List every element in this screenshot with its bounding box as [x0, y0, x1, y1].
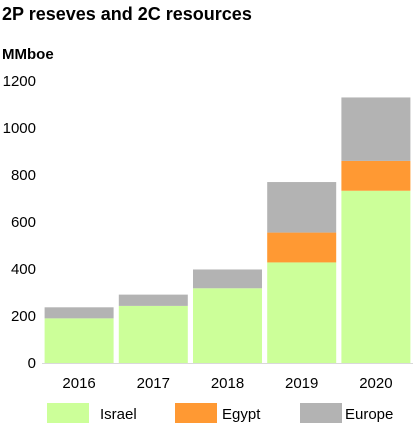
bar-europe-2017: [118, 294, 188, 306]
y-tick-label: 200: [11, 308, 36, 325]
bar-israel-2016: [44, 318, 114, 363]
x-tick-label: 2018: [211, 375, 244, 392]
legend-swatch-israel: [47, 403, 89, 423]
y-tick-label: 800: [11, 167, 36, 184]
bars: [44, 97, 411, 363]
legend-label-europe: Europe: [345, 406, 393, 423]
bar-europe-2018: [192, 269, 263, 289]
x-tick-label: 2020: [359, 375, 392, 392]
x-tick-label: 2017: [137, 375, 170, 392]
bar-israel-2018: [192, 288, 263, 363]
legend-swatch-egypt: [175, 403, 217, 423]
y-axis-unit-label: MMboe: [2, 46, 54, 63]
chart-title: 2P reseves and 2C resources: [2, 4, 252, 24]
bar-israel-2017: [118, 305, 188, 363]
x-axis-ticks: 2016 2017 2018 2019 2020: [62, 375, 392, 392]
bar-israel-2019: [267, 262, 337, 363]
bar-israel-2020: [341, 190, 411, 363]
legend-label-egypt: Egypt: [222, 406, 261, 423]
bar-europe-2020: [341, 97, 411, 161]
legend: Israel Egypt Europe: [47, 403, 393, 423]
bar-europe-2019: [267, 182, 337, 233]
y-tick-label: 0: [28, 355, 36, 372]
y-tick-label: 1000: [3, 120, 36, 137]
legend-label-israel: Israel: [100, 406, 137, 423]
legend-swatch-europe: [300, 403, 342, 423]
y-axis-ticks: 0 200 400 600 800 1000 1200: [3, 73, 36, 372]
bar-egypt-2020: [341, 160, 411, 191]
y-tick-label: 400: [11, 261, 36, 278]
x-tick-label: 2016: [62, 375, 95, 392]
x-tick-label: 2019: [285, 375, 318, 392]
y-tick-label: 600: [11, 214, 36, 231]
bar-europe-2016: [44, 307, 114, 319]
y-tick-label: 1200: [3, 73, 36, 90]
bar-egypt-2019: [267, 232, 337, 263]
